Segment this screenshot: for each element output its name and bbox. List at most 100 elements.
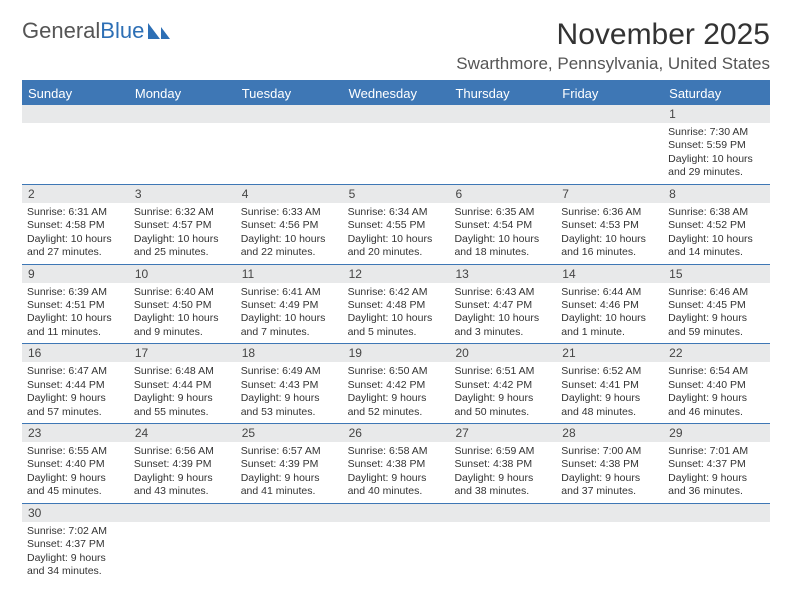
day-cell <box>236 123 343 184</box>
daynum-row: 9101112131415 <box>22 265 770 283</box>
day-number: 18 <box>236 344 343 362</box>
day-cell: Sunrise: 6:38 AMSunset: 4:52 PMDaylight:… <box>663 203 770 264</box>
day-number: 9 <box>22 265 129 283</box>
day-cell <box>556 123 663 184</box>
day-cell <box>449 123 556 184</box>
daylight-text: Daylight: 10 hours and 14 minutes. <box>668 233 765 260</box>
sunset-text: Sunset: 4:44 PM <box>134 379 231 392</box>
day-number: 1 <box>663 105 770 123</box>
daylight-text: Daylight: 9 hours and 40 minutes. <box>348 472 445 499</box>
week-row: Sunrise: 6:55 AMSunset: 4:40 PM Daylight:… <box>22 442 770 504</box>
daylight-text: Daylight: 9 hours and 50 minutes. <box>454 392 551 419</box>
day-cell: Sunrise: 6:58 AMSunset: 4:38 PMDaylight:… <box>343 442 450 503</box>
day-number <box>22 105 129 123</box>
sunrise-text: Sunrise: 6:57 AM <box>241 445 338 458</box>
sunrise-text: Sunrise: 6:55 AM <box>27 445 124 458</box>
sunset-text: Sunset: 4:39 PM <box>134 458 231 471</box>
day-cell: Sunrise: 6:59 AMSunset: 4:38 PMDaylight:… <box>449 442 556 503</box>
day-cell <box>129 123 236 184</box>
daylight-text: Daylight: 9 hours and 52 minutes. <box>348 392 445 419</box>
sunrise-text: Sunrise: 6:39 AM <box>27 286 124 299</box>
day-number <box>663 504 770 522</box>
sunrise-text: Sunrise: 6:38 AM <box>668 206 765 219</box>
daylight-text: Daylight: 9 hours and 48 minutes. <box>561 392 658 419</box>
daylight-text: Daylight: 10 hours and 25 minutes. <box>134 233 231 260</box>
day-number: 10 <box>129 265 236 283</box>
day-cell: Sunrise: 6:55 AMSunset: 4:40 PMDaylight:… <box>22 442 129 503</box>
sunset-text: Sunset: 4:47 PM <box>454 299 551 312</box>
day-cell: Sunrise: 7:01 AMSunset: 4:37 PMDaylight:… <box>663 442 770 503</box>
daylight-text: Daylight: 10 hours and 29 minutes. <box>668 153 765 180</box>
logo-text-blue: Blue <box>100 18 144 44</box>
calendar-grid: 1Sunrise: 7:30 AMSunset: 5:59 PMDaylight… <box>22 105 770 583</box>
daylight-text: Daylight: 9 hours and 55 minutes. <box>134 392 231 419</box>
sunset-text: Sunset: 4:40 PM <box>27 458 124 471</box>
day-cell: Sunrise: 6:32 AMSunset: 4:57 PMDaylight:… <box>129 203 236 264</box>
sunset-text: Sunset: 4:48 PM <box>348 299 445 312</box>
sunrise-text: Sunrise: 6:59 AM <box>454 445 551 458</box>
sunset-text: Sunset: 4:58 PM <box>27 219 124 232</box>
daylight-text: Daylight: 9 hours and 57 minutes. <box>27 392 124 419</box>
sunset-text: Sunset: 4:57 PM <box>134 219 231 232</box>
day-cell <box>22 123 129 184</box>
day-number: 13 <box>449 265 556 283</box>
day-number: 12 <box>343 265 450 283</box>
day-cell: Sunrise: 6:52 AMSunset: 4:41 PMDaylight:… <box>556 362 663 423</box>
day-number: 25 <box>236 424 343 442</box>
day-number <box>236 504 343 522</box>
day-number: 22 <box>663 344 770 362</box>
day-cell: Sunrise: 7:30 AMSunset: 5:59 PMDaylight:… <box>663 123 770 184</box>
daynum-row: 23242526272829 <box>22 424 770 442</box>
day-cell <box>236 522 343 583</box>
daylight-text: Daylight: 10 hours and 18 minutes. <box>454 233 551 260</box>
daylight-text: Daylight: 10 hours and 27 minutes. <box>27 233 124 260</box>
sunset-text: Sunset: 4:43 PM <box>241 379 338 392</box>
day-cell: Sunrise: 6:51 AMSunset: 4:42 PMDaylight:… <box>449 362 556 423</box>
day-number: 23 <box>22 424 129 442</box>
sunrise-text: Sunrise: 7:02 AM <box>27 525 124 538</box>
day-number: 30 <box>22 504 129 522</box>
sunrise-text: Sunrise: 7:01 AM <box>668 445 765 458</box>
daylight-text: Daylight: 9 hours and 37 minutes. <box>561 472 658 499</box>
day-number: 5 <box>343 185 450 203</box>
dayhead-thursday: Thursday <box>449 82 556 105</box>
sunset-text: Sunset: 4:45 PM <box>668 299 765 312</box>
day-number <box>129 504 236 522</box>
day-number <box>556 504 663 522</box>
daylight-text: Daylight: 9 hours and 36 minutes. <box>668 472 765 499</box>
daynum-row: 30 <box>22 504 770 522</box>
sunrise-text: Sunrise: 6:32 AM <box>134 206 231 219</box>
sunrise-text: Sunrise: 6:50 AM <box>348 365 445 378</box>
sunrise-text: Sunrise: 6:34 AM <box>348 206 445 219</box>
day-cell: Sunrise: 6:44 AMSunset: 4:46 PMDaylight:… <box>556 283 663 344</box>
day-number: 6 <box>449 185 556 203</box>
sunset-text: Sunset: 4:40 PM <box>668 379 765 392</box>
day-number: 2 <box>22 185 129 203</box>
day-cell <box>556 522 663 583</box>
day-cell: Sunrise: 6:35 AMSunset: 4:54 PMDaylight:… <box>449 203 556 264</box>
day-number <box>449 504 556 522</box>
day-cell: Sunrise: 6:47 AMSunset: 4:44 PMDaylight:… <box>22 362 129 423</box>
day-cell: Sunrise: 7:00 AMSunset: 4:38 PMDaylight:… <box>556 442 663 503</box>
day-cell: Sunrise: 6:46 AMSunset: 4:45 PMDaylight:… <box>663 283 770 344</box>
day-number <box>449 105 556 123</box>
sunrise-text: Sunrise: 6:52 AM <box>561 365 658 378</box>
sunset-text: Sunset: 4:38 PM <box>348 458 445 471</box>
sunset-text: Sunset: 4:42 PM <box>348 379 445 392</box>
dayhead-tuesday: Tuesday <box>236 82 343 105</box>
day-number: 8 <box>663 185 770 203</box>
daynum-row: 1 <box>22 105 770 123</box>
day-cell: Sunrise: 6:34 AMSunset: 4:55 PMDaylight:… <box>343 203 450 264</box>
daylight-text: Daylight: 10 hours and 9 minutes. <box>134 312 231 339</box>
day-number: 7 <box>556 185 663 203</box>
day-cell: Sunrise: 6:31 AMSunset: 4:58 PMDaylight:… <box>22 203 129 264</box>
sunset-text: Sunset: 4:38 PM <box>454 458 551 471</box>
sunset-text: Sunset: 4:51 PM <box>27 299 124 312</box>
day-number: 29 <box>663 424 770 442</box>
day-cell: Sunrise: 6:43 AMSunset: 4:47 PMDaylight:… <box>449 283 556 344</box>
dayhead-monday: Monday <box>129 82 236 105</box>
sunrise-text: Sunrise: 6:41 AM <box>241 286 338 299</box>
week-row: Sunrise: 6:31 AMSunset: 4:58 PMDaylight:… <box>22 203 770 265</box>
day-cell: Sunrise: 6:54 AMSunset: 4:40 PMDaylight:… <box>663 362 770 423</box>
sunset-text: Sunset: 4:44 PM <box>27 379 124 392</box>
